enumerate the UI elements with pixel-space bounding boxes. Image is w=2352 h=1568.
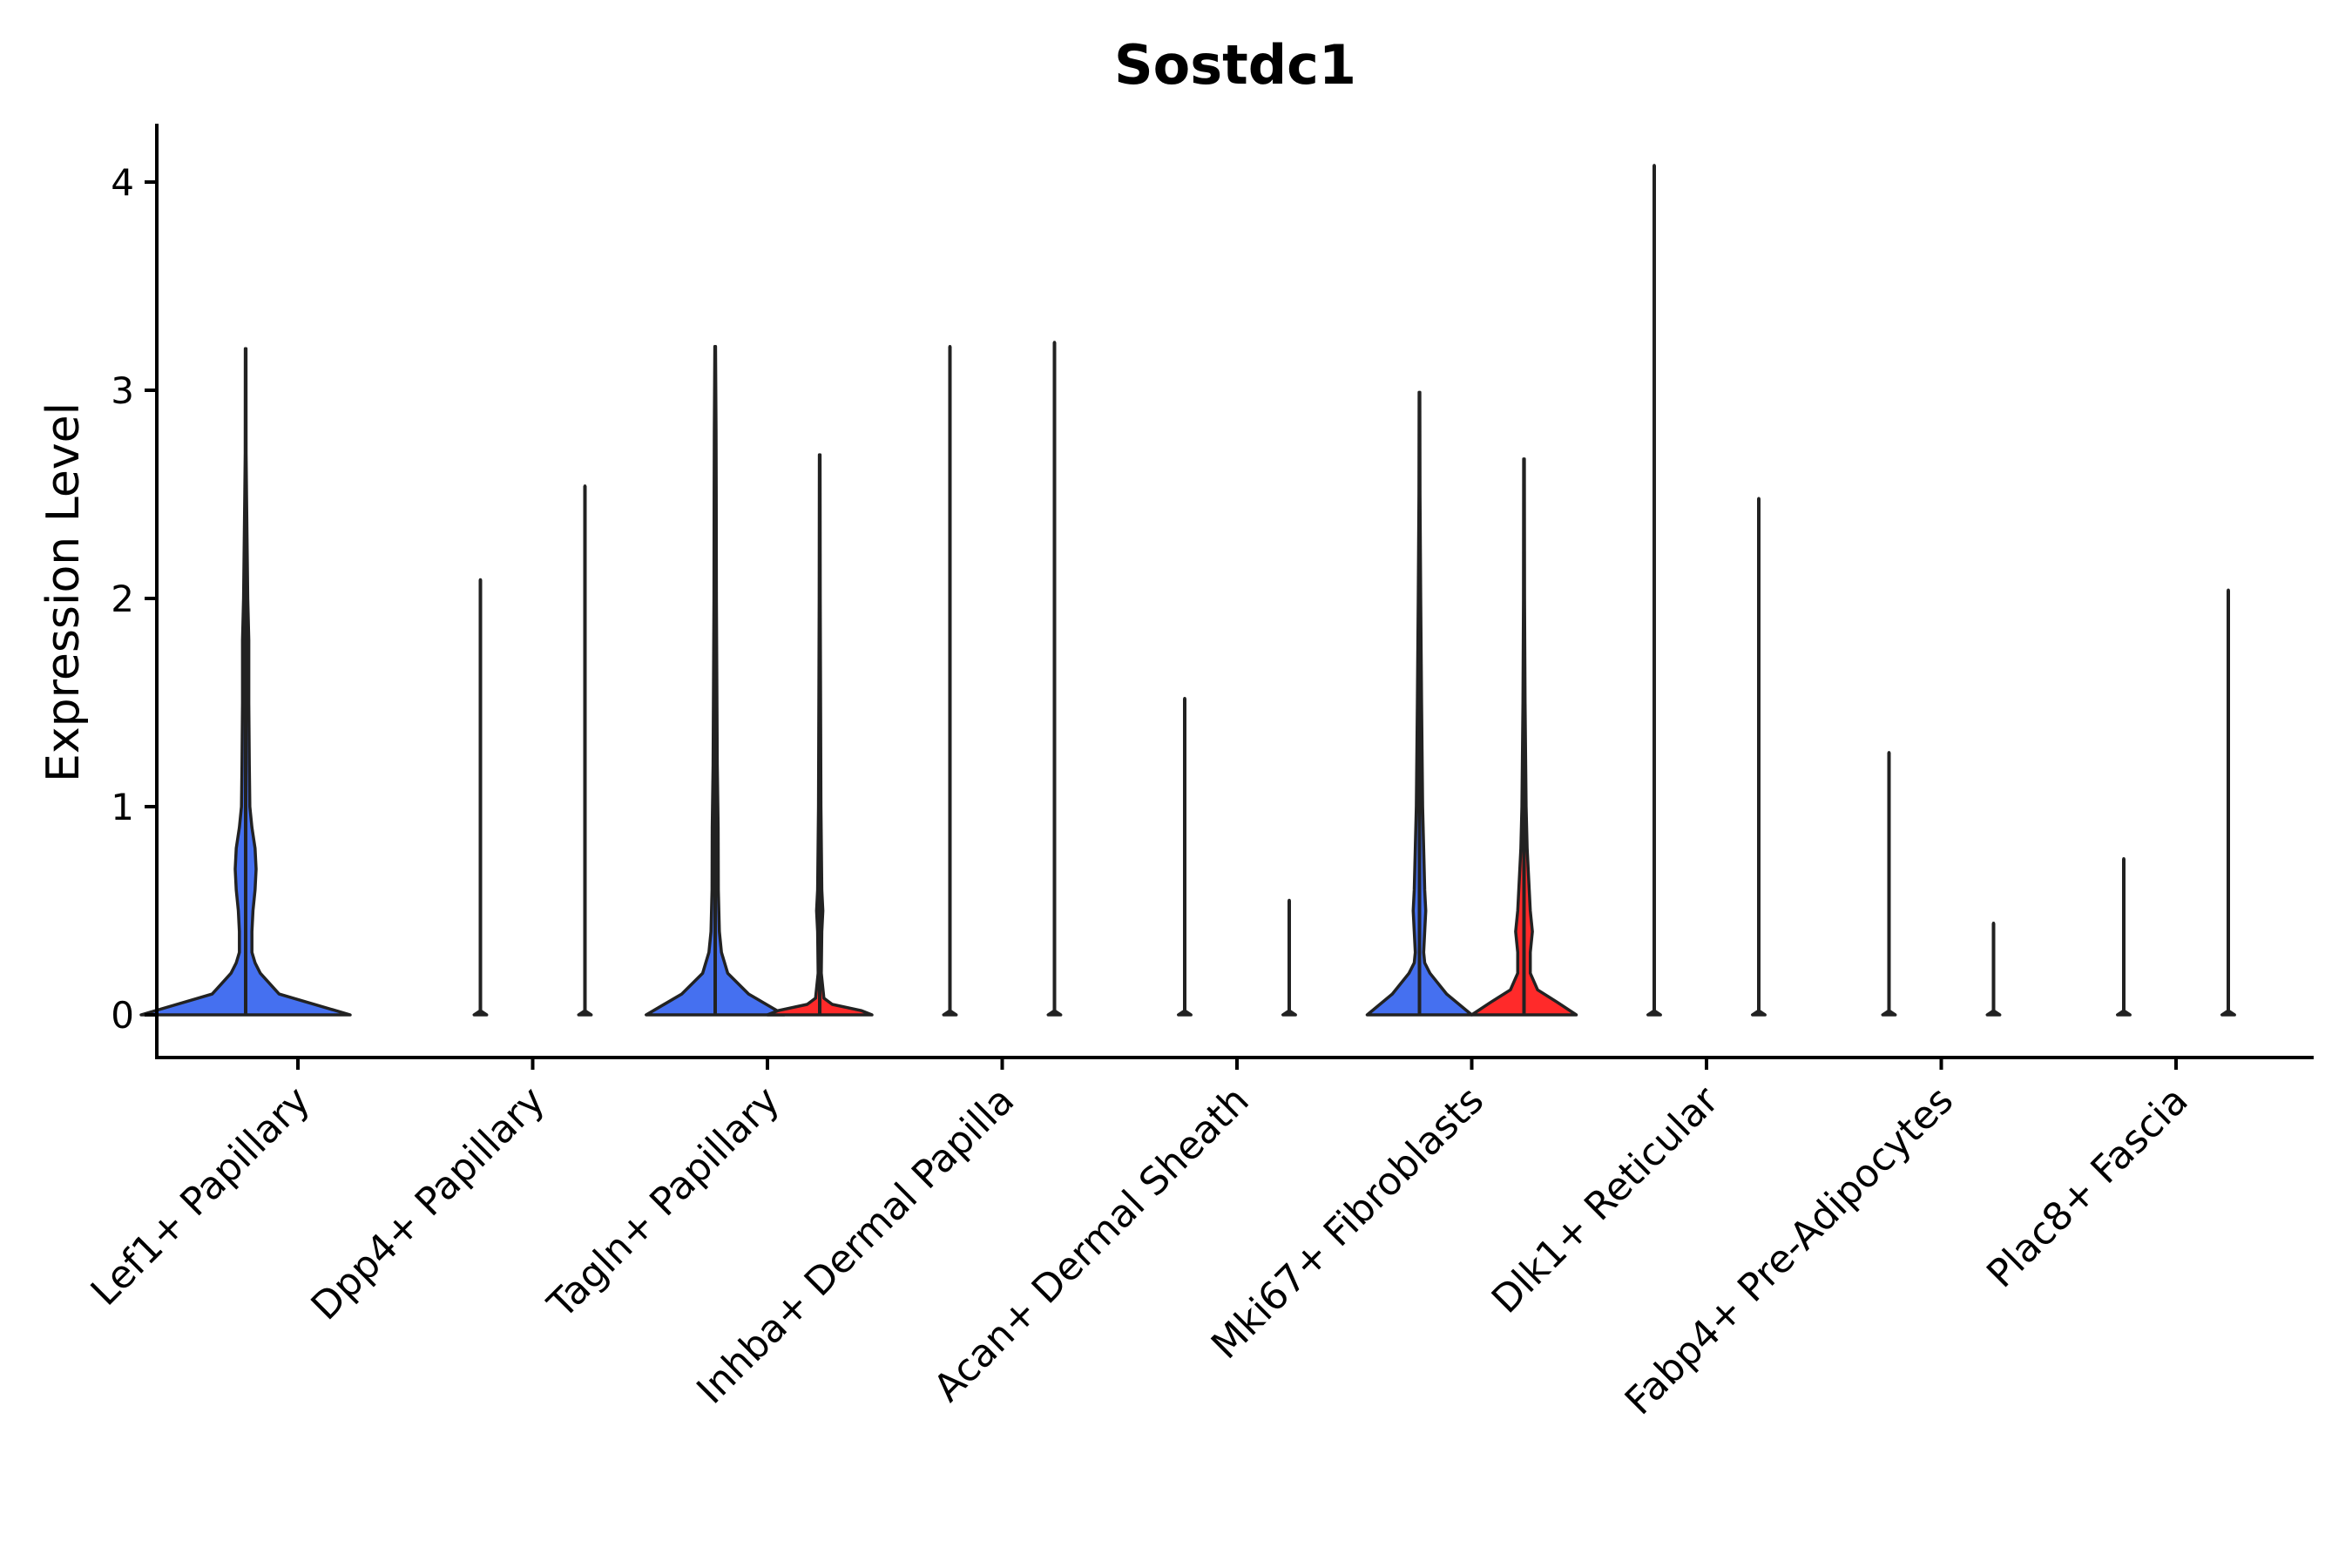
chart-title: Sostdc1: [1114, 33, 1356, 97]
y-axis-label: Expression Level: [37, 402, 90, 782]
violin-layer: [139, 164, 2236, 1017]
y-tick-label: 3: [111, 369, 134, 412]
y-tick-layer: 0 1 2 3 4: [111, 161, 157, 1037]
x-tick-label: Plac8+ Fascia: [1978, 1078, 2197, 1297]
x-tick-label: Mki67+ Fibroblasts: [1203, 1078, 1492, 1368]
y-tick-label: 1: [111, 786, 134, 828]
x-tick-label: Dpp4+ Papillary: [303, 1078, 554, 1329]
y-tick-label: 0: [111, 994, 134, 1037]
x-tick-label: Tagln+ Papillary: [539, 1078, 788, 1328]
x-tick-label: Lef1+ Papillary: [83, 1078, 319, 1315]
y-tick-label: 4: [111, 161, 134, 204]
x-tick-label: Dlk1+ Reticular: [1484, 1078, 1728, 1322]
y-tick-label: 2: [111, 578, 134, 620]
